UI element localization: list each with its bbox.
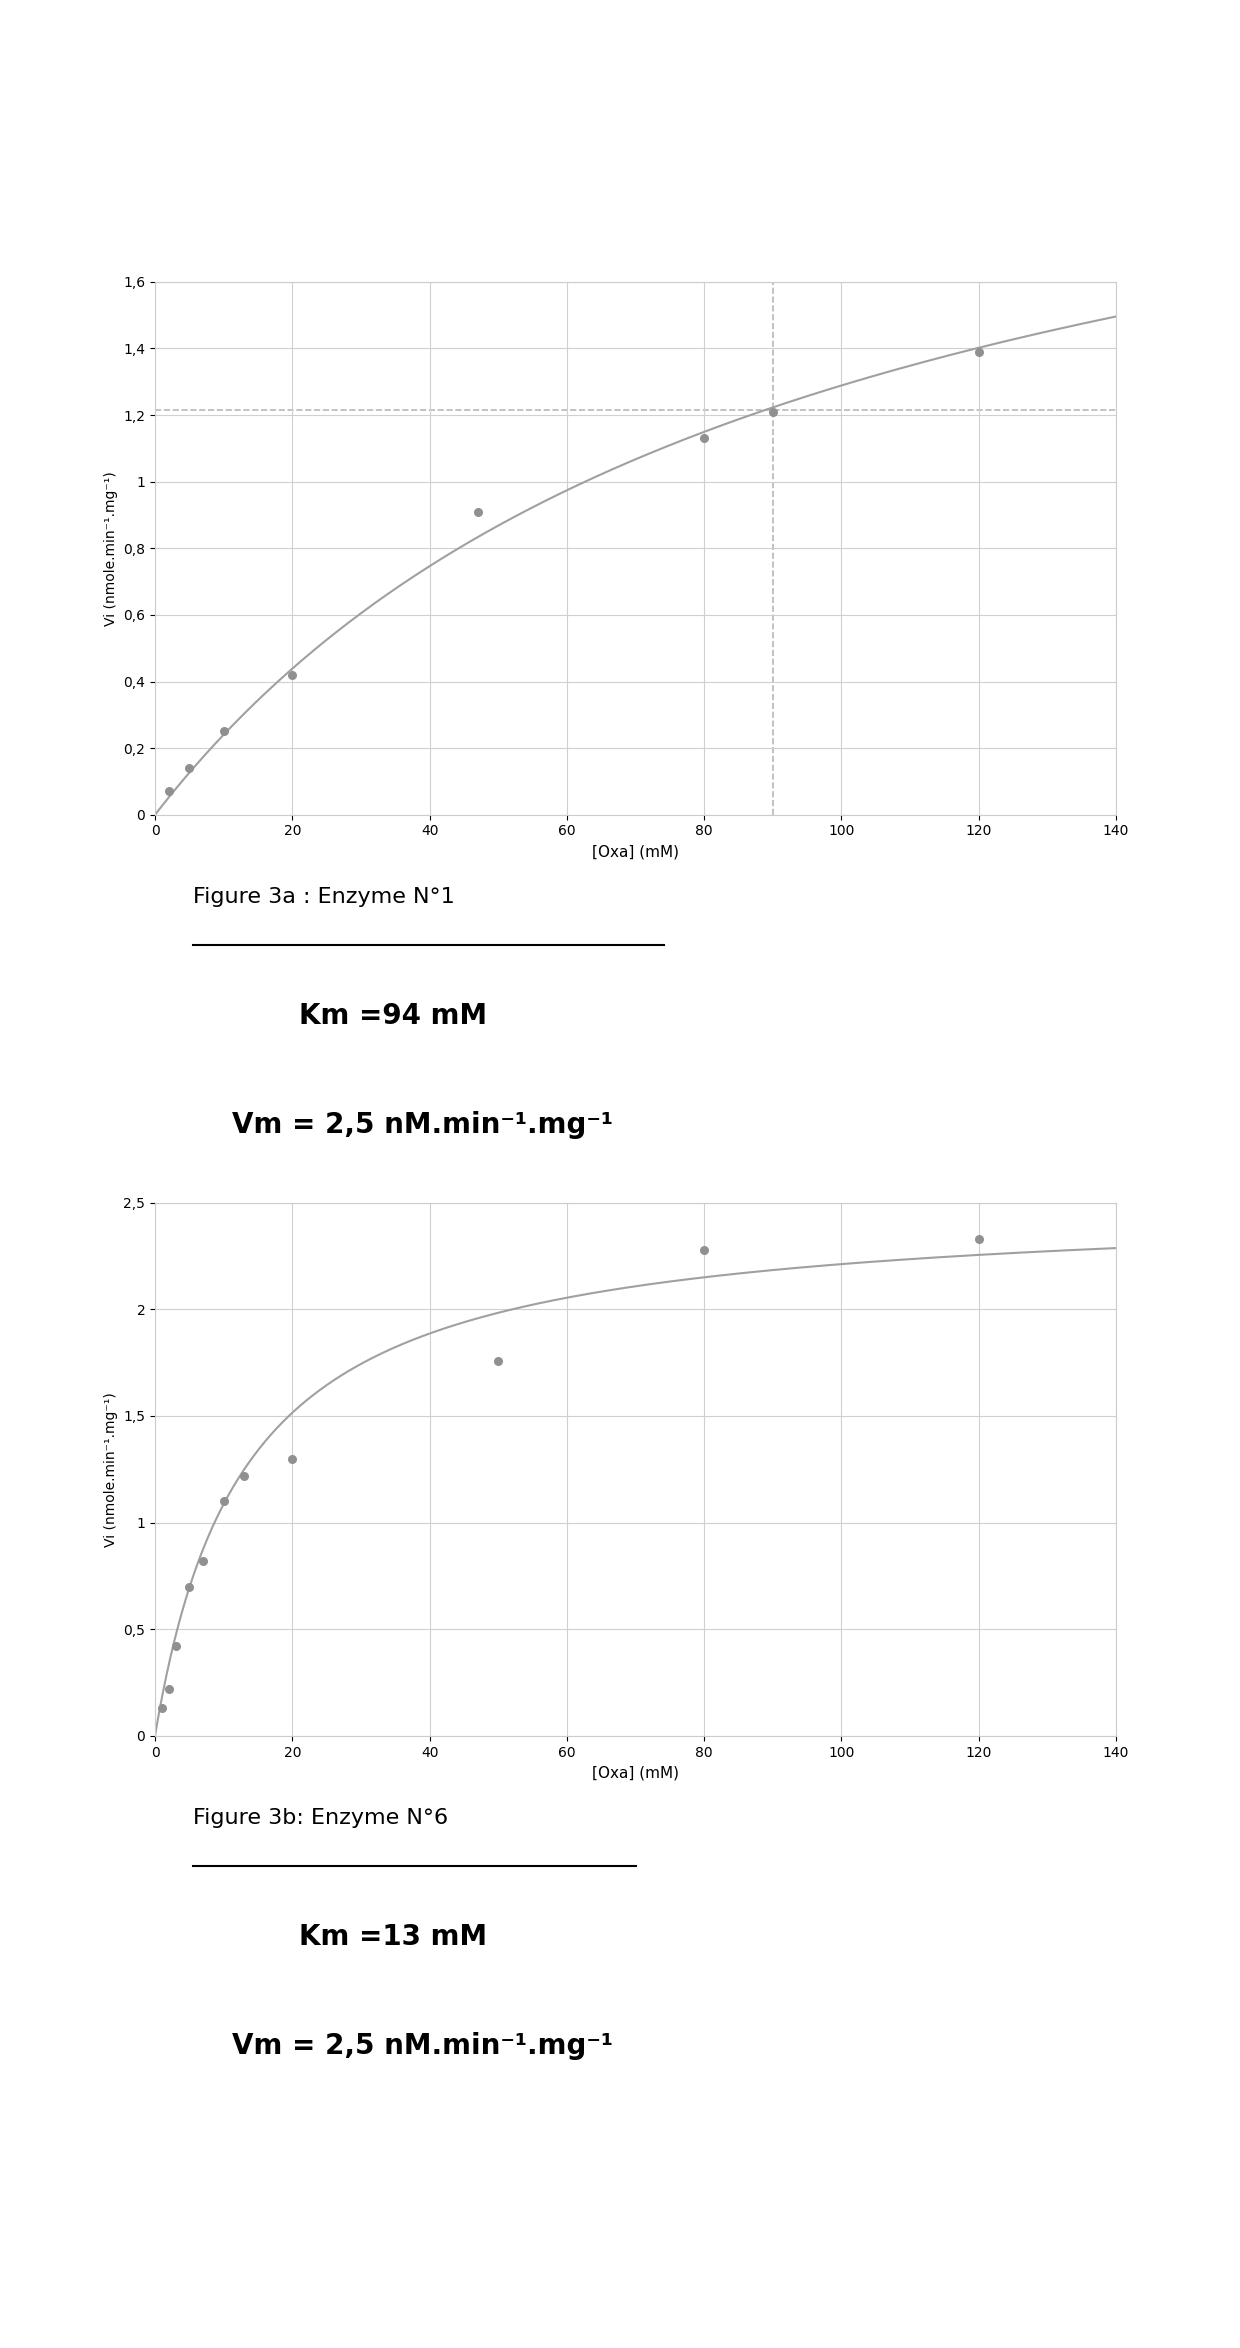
Point bbox=[213, 1482, 233, 1519]
Point bbox=[159, 772, 179, 810]
Text: Vm = 2,5 nM.min⁻¹.mg⁻¹: Vm = 2,5 nM.min⁻¹.mg⁻¹ bbox=[232, 1111, 613, 1139]
Text: Figure 3a : Enzyme N°1: Figure 3a : Enzyme N°1 bbox=[193, 888, 455, 906]
Point bbox=[968, 1221, 988, 1259]
Y-axis label: Vi (nmole.min⁻¹.mg⁻¹): Vi (nmole.min⁻¹.mg⁻¹) bbox=[104, 1392, 118, 1547]
Point bbox=[283, 655, 303, 693]
X-axis label: [Oxa] (mM): [Oxa] (mM) bbox=[591, 1766, 680, 1780]
Text: Vm = 2,5 nM.min⁻¹.mg⁻¹: Vm = 2,5 nM.min⁻¹.mg⁻¹ bbox=[232, 2031, 613, 2059]
X-axis label: [Oxa] (mM): [Oxa] (mM) bbox=[591, 843, 680, 859]
Point bbox=[694, 1230, 714, 1268]
Point bbox=[166, 1627, 186, 1665]
Point bbox=[763, 392, 782, 430]
Point bbox=[153, 1688, 172, 1726]
Y-axis label: Vi (nmole.min⁻¹.mg⁻¹): Vi (nmole.min⁻¹.mg⁻¹) bbox=[104, 472, 118, 625]
Point bbox=[694, 420, 714, 458]
Point bbox=[467, 493, 487, 531]
Text: Km =13 mM: Km =13 mM bbox=[299, 1923, 487, 1951]
Text: Figure 3b: Enzyme N°6: Figure 3b: Enzyme N°6 bbox=[193, 1808, 449, 1829]
Point bbox=[489, 1341, 508, 1378]
Point bbox=[180, 1568, 200, 1606]
Point bbox=[968, 333, 988, 371]
Text: Km =94 mM: Km =94 mM bbox=[299, 1003, 487, 1031]
Point bbox=[283, 1439, 303, 1477]
Point bbox=[234, 1456, 254, 1493]
Point bbox=[213, 714, 233, 751]
Point bbox=[180, 749, 200, 787]
Point bbox=[193, 1543, 213, 1580]
Point bbox=[159, 1669, 179, 1707]
